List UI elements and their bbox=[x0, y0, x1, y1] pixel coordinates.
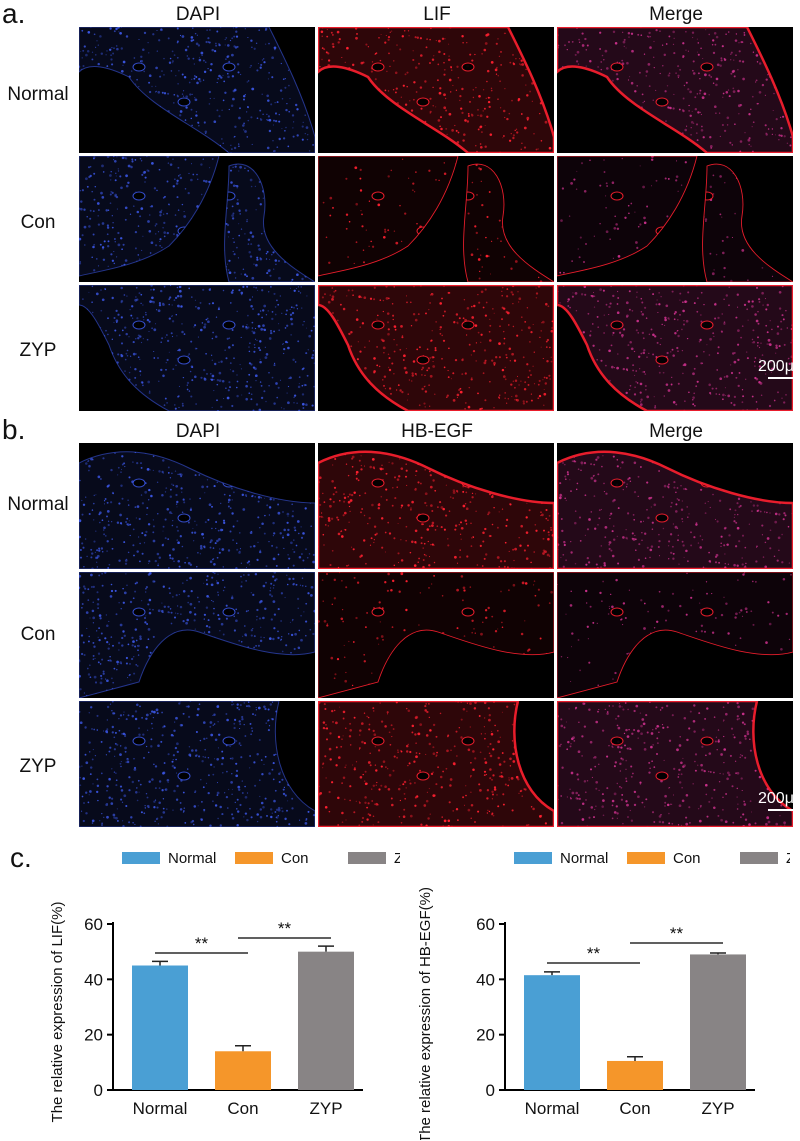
panel-a-row-con: Con bbox=[20, 212, 56, 233]
micrograph-b-0-1 bbox=[318, 443, 554, 569]
error-bar-2 bbox=[710, 952, 726, 955]
panel-c-letter: c. bbox=[10, 842, 32, 873]
micrograph-a-2-1 bbox=[318, 285, 554, 411]
micrograph-a-1-0 bbox=[79, 156, 315, 282]
legend-label-2: ZYP bbox=[394, 850, 400, 867]
chart-hbegf: Normal Con ZYP 0 20 40 60 The relative expressi… bbox=[410, 840, 790, 1140]
chart-hbegf-svg: Normal Con ZYP 0 20 40 60 The relative expressi… bbox=[417, 850, 790, 1140]
y-tick-label-3: 60 bbox=[84, 915, 103, 934]
bar-con bbox=[215, 1051, 271, 1090]
micrograph-a-0-0 bbox=[79, 27, 315, 153]
y-tick-label-0: 0 bbox=[94, 1081, 103, 1100]
micrograph-b-0-2 bbox=[557, 443, 793, 569]
legend-swatch-2 bbox=[348, 852, 386, 864]
micrograph-b-2-0 bbox=[79, 701, 315, 827]
micrograph-a-2-0 bbox=[79, 285, 315, 411]
panel-a-scale-label: 200μm bbox=[758, 358, 800, 375]
x-tick-label-1: Con bbox=[619, 1099, 650, 1118]
panel-a-col-dapi: DAPI bbox=[175, 4, 221, 25]
panel-a-scale-bar: 200μm bbox=[758, 358, 800, 379]
panel-a-letter: a. bbox=[2, 0, 26, 29]
panel-b-row-normal: Normal bbox=[7, 494, 69, 515]
x-tick-label-2: ZYP bbox=[309, 1099, 342, 1118]
bar-normal bbox=[132, 965, 188, 1090]
micrograph-a-0-1 bbox=[318, 27, 554, 153]
y-tick-label-1: 20 bbox=[84, 1026, 103, 1045]
panel-b-scale-line bbox=[767, 809, 798, 811]
micrograph-a-1-1 bbox=[318, 156, 554, 282]
legend-label-0: Normal bbox=[168, 850, 216, 867]
x-tick-label-2: ZYP bbox=[701, 1099, 734, 1118]
micrograph-a-2-2 bbox=[557, 285, 793, 411]
legend-swatch-0 bbox=[514, 852, 552, 864]
significance-label-1: ** bbox=[278, 919, 292, 938]
panel-b-col-dapi: DAPI bbox=[175, 421, 221, 442]
error-bar-0 bbox=[152, 960, 168, 966]
panel-b-scale-bar: 200μm bbox=[758, 790, 800, 811]
y-tick-label-0: 0 bbox=[486, 1081, 495, 1100]
panel-a-col-merge: Merge bbox=[649, 4, 703, 25]
legend-swatch-0 bbox=[122, 852, 160, 864]
legend-swatch-1 bbox=[627, 852, 665, 864]
y-tick-label-2: 40 bbox=[84, 970, 103, 989]
y-tick-label-3: 60 bbox=[476, 915, 495, 934]
error-bar-2 bbox=[318, 945, 334, 952]
legend-label-1: Con bbox=[281, 850, 309, 867]
panel-a-col-lif: LIF bbox=[423, 4, 451, 25]
panel-a-scale-line bbox=[767, 377, 798, 379]
error-bar-1 bbox=[627, 1056, 643, 1061]
legend-swatch-1 bbox=[235, 852, 273, 864]
bar-normal bbox=[524, 975, 580, 1090]
y-axis-label: The relative expression of HB-EGF(%) bbox=[417, 887, 434, 1140]
panel-a-row-zyp: ZYP bbox=[19, 340, 57, 361]
legend: Normal Con ZYP bbox=[514, 850, 790, 867]
micrograph-b-2-1 bbox=[318, 701, 554, 827]
error-bar-1 bbox=[235, 1044, 251, 1052]
chart-lif-svg: Normal Con ZYP 0 20 40 60 The relative expressi… bbox=[49, 850, 400, 1123]
legend-label-1: Con bbox=[673, 850, 701, 867]
panel-b-scale-label: 200μm bbox=[758, 790, 800, 807]
y-tick-label-1: 20 bbox=[476, 1026, 495, 1045]
panel-b-row-zyp: ZYP bbox=[19, 756, 57, 777]
x-tick-label-0: Normal bbox=[133, 1099, 188, 1118]
micrograph-b-1-1 bbox=[318, 572, 554, 698]
micrograph-a-0-2 bbox=[557, 27, 793, 153]
bar-zyp bbox=[298, 951, 354, 1090]
x-tick-label-1: Con bbox=[227, 1099, 258, 1118]
error-bar-0 bbox=[544, 971, 560, 976]
panel-b-col-merge: Merge bbox=[649, 421, 703, 442]
legend-swatch-2 bbox=[740, 852, 778, 864]
chart-lif: Normal Con ZYP 0 20 40 60 The relative expressi… bbox=[40, 840, 400, 1140]
significance-label-0: ** bbox=[195, 934, 209, 953]
y-tick-label-2: 40 bbox=[476, 970, 495, 989]
bar-con bbox=[607, 1060, 663, 1090]
bar-zyp bbox=[690, 954, 746, 1090]
micrograph-b-0-0 bbox=[79, 443, 315, 569]
panel-b-row-con: Con bbox=[20, 624, 56, 645]
significance-label-0: ** bbox=[587, 944, 601, 963]
x-tick-label-0: Normal bbox=[525, 1099, 580, 1118]
y-axis-label: The relative expression of LIF(%) bbox=[49, 902, 66, 1123]
micrograph-b-2-2 bbox=[557, 701, 793, 827]
micrograph-b-1-2 bbox=[557, 572, 793, 698]
legend-label-0: Normal bbox=[560, 850, 608, 867]
micrograph-b-1-0 bbox=[79, 572, 315, 698]
micrograph-a-1-2 bbox=[557, 156, 793, 282]
panel-a-row-normal: Normal bbox=[7, 84, 69, 105]
panel-b-letter: b. bbox=[2, 414, 26, 445]
significance-label-1: ** bbox=[670, 924, 684, 943]
legend-label-2: ZYP bbox=[786, 850, 790, 867]
legend: Normal Con ZYP bbox=[122, 850, 400, 867]
panel-b-col-hbegf: HB-EGF bbox=[401, 421, 473, 442]
